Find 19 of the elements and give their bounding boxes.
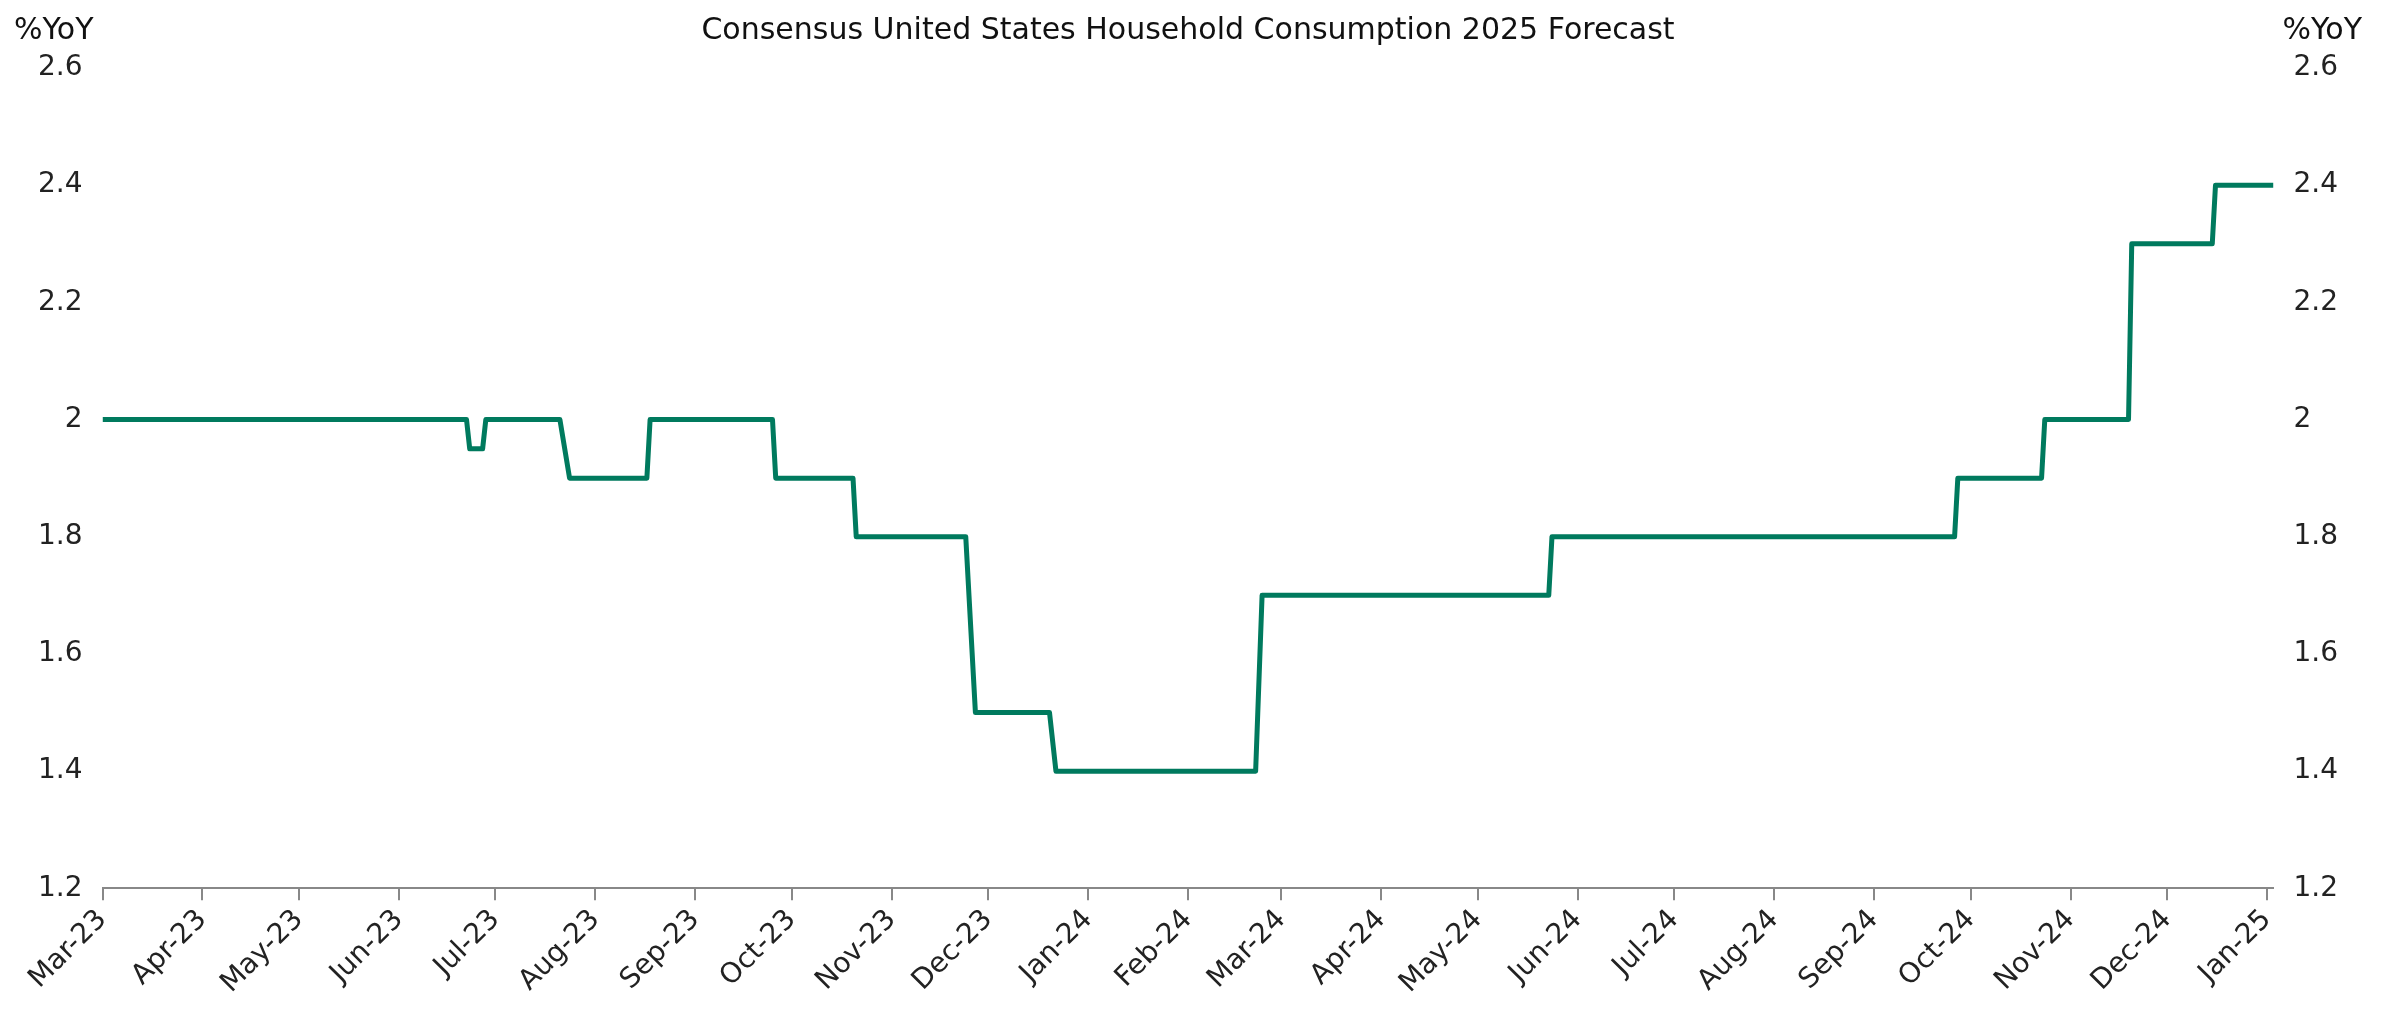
y-tick-label: 2.2 <box>38 283 83 317</box>
y2-tick-label: 1.2 <box>2293 869 2338 903</box>
y2-axis-title: %YoY <box>2282 10 2363 46</box>
y2-tick-label: 1.8 <box>2293 518 2338 552</box>
y2-tick-label: 2.4 <box>2293 166 2338 200</box>
y2-tick-label: 1.6 <box>2293 635 2338 669</box>
y-tick-label: 2.6 <box>38 49 83 83</box>
y2-tick-label: 1.4 <box>2293 752 2338 786</box>
y-tick-label: 1.2 <box>38 869 83 903</box>
y-tick-label: 1.8 <box>38 518 83 552</box>
y-tick-label: 2.4 <box>38 166 83 200</box>
chart-title: Consensus United States Household Consumption 2025 Forecast <box>701 10 1675 46</box>
y-tick-label: 2 <box>64 400 83 434</box>
y-tick-label: 1.6 <box>38 635 83 669</box>
y-tick-label: 1.4 <box>38 752 83 786</box>
y2-tick-label: 2.6 <box>2293 49 2338 83</box>
y-axis-title: %YoY <box>14 10 95 46</box>
y2-tick-label: 2.2 <box>2293 283 2338 317</box>
y2-tick-label: 2 <box>2293 400 2312 434</box>
